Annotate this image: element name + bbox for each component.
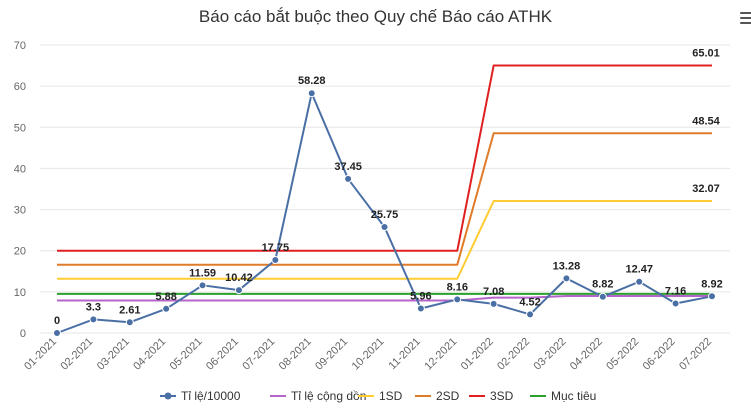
data-label: 5.96	[410, 290, 431, 302]
legend-label: Tỉ lệ cộng dồn	[291, 389, 366, 403]
y-tick-label: 10	[14, 287, 26, 299]
series-line-2	[57, 200, 712, 280]
legend-item[interactable]: 3SD	[469, 389, 514, 403]
x-tick-label: 06-2021	[204, 336, 241, 373]
legend-item[interactable]: 1SD	[358, 389, 403, 403]
data-point	[125, 318, 134, 327]
data-label: 25.75	[371, 209, 399, 221]
chart-title: Báo cáo bắt buộc theo Quy chế Báo cáo AT…	[198, 7, 553, 26]
data-point	[416, 304, 425, 313]
data-label: 7.16	[665, 286, 686, 298]
y-tick-label: 20	[14, 246, 26, 258]
data-point	[53, 329, 61, 337]
data-point	[234, 286, 243, 295]
legend-label: 2SD	[436, 389, 460, 403]
x-tick-label: 03-2021	[95, 336, 132, 373]
series-line-4	[57, 64, 712, 252]
data-point	[198, 281, 207, 290]
x-tick-label: 10-2021	[350, 336, 387, 373]
data-label: 11.59	[189, 267, 216, 279]
x-tick-label: 07-2021	[240, 336, 277, 373]
x-tick-label: 09-2021	[313, 336, 350, 373]
series-end-label: 65.01	[692, 48, 720, 60]
data-label: 4.52	[519, 296, 540, 308]
x-tick-label: 04-2021	[131, 336, 168, 373]
data-point	[598, 292, 607, 301]
legend: Tỉ lệ/10000 Tỉ lệ cộng dồn 1SD 2SD 3SD Mục ti…	[160, 389, 596, 403]
series-end-label: 32.07	[692, 183, 720, 195]
data-label: 2.61	[119, 304, 140, 316]
data-label: 7.08	[483, 286, 504, 298]
legend-marker	[164, 392, 172, 400]
data-label: 8.82	[592, 279, 613, 291]
x-tick-label: 12-2021	[422, 336, 459, 373]
legend-item[interactable]: 2SD	[415, 389, 460, 403]
data-point	[307, 89, 316, 98]
x-tick-label: 08-2021	[277, 336, 314, 373]
legend-item[interactable]: Mục tiêu	[530, 389, 596, 403]
x-tick-label: 02-2022	[495, 336, 532, 373]
x-tick-label: 01-2022	[459, 336, 496, 373]
x-tick-label: 04-2022	[568, 336, 605, 373]
y-tick-label: 0	[20, 328, 26, 340]
y-axis-ticks: 0 10 20 30 40 50 60 70	[14, 40, 26, 340]
series-line-3	[57, 132, 712, 266]
x-tick-label: 05-2022	[604, 336, 641, 373]
data-point	[635, 277, 644, 286]
data-label: 13.28	[553, 260, 581, 272]
series-end-label: 48.54	[692, 115, 720, 127]
data-point	[708, 292, 716, 301]
data-point	[562, 274, 571, 283]
legend-item[interactable]: Tỉ lệ/10000	[160, 389, 241, 403]
y-tick-label: 50	[14, 122, 26, 134]
data-label: 0	[54, 315, 60, 327]
y-tick-label: 70	[14, 40, 26, 52]
data-point	[671, 299, 680, 308]
data-label: 58.28	[298, 75, 326, 87]
y-tick-label: 40	[14, 163, 26, 175]
data-point	[162, 304, 171, 313]
x-axis-ticks: 01-2021 02-2021 03-2021 04-2021 05-2021 06-20…	[22, 336, 714, 373]
data-label: 5.88	[155, 291, 176, 303]
legend-label: 3SD	[490, 389, 514, 403]
data-point	[380, 223, 389, 232]
data-label: 12.47	[625, 264, 653, 276]
data-label: 17.75	[262, 242, 290, 254]
data-label: 37.45	[334, 161, 362, 173]
data-label: 10.42	[225, 272, 253, 284]
hamburger-menu-icon[interactable]	[740, 12, 751, 24]
x-tick-label: 05-2021	[168, 336, 205, 373]
x-tick-label: 02-2021	[58, 336, 95, 373]
data-point	[89, 315, 98, 324]
x-tick-label: 03-2022	[532, 336, 569, 373]
x-tick-label: 01-2021	[22, 336, 59, 373]
data-point	[489, 299, 498, 308]
data-point	[526, 310, 535, 319]
legend-label: 1SD	[379, 389, 403, 403]
data-label: 3.3	[86, 301, 101, 313]
data-point	[344, 174, 353, 183]
y-tick-label: 30	[14, 205, 26, 217]
x-tick-label: 06-2022	[641, 336, 678, 373]
legend-label: Tỉ lệ/10000	[181, 389, 241, 403]
data-point	[271, 255, 280, 264]
data-label: 8.16	[447, 281, 468, 293]
x-tick-label: 11-2021	[387, 336, 423, 372]
legend-item[interactable]: Tỉ lệ cộng dồn	[270, 389, 366, 403]
data-points	[53, 89, 716, 337]
data-point	[453, 295, 462, 304]
data-labels: 0 3.3 2.61 5.88 11.59 10.42 17.75 58.28 37.45 25.…	[54, 48, 723, 327]
legend-label: Mục tiêu	[551, 389, 596, 403]
data-label: 8.92	[701, 278, 722, 290]
grid	[40, 44, 730, 334]
x-tick-label: 07-2022	[677, 336, 714, 373]
y-tick-label: 60	[14, 81, 26, 93]
